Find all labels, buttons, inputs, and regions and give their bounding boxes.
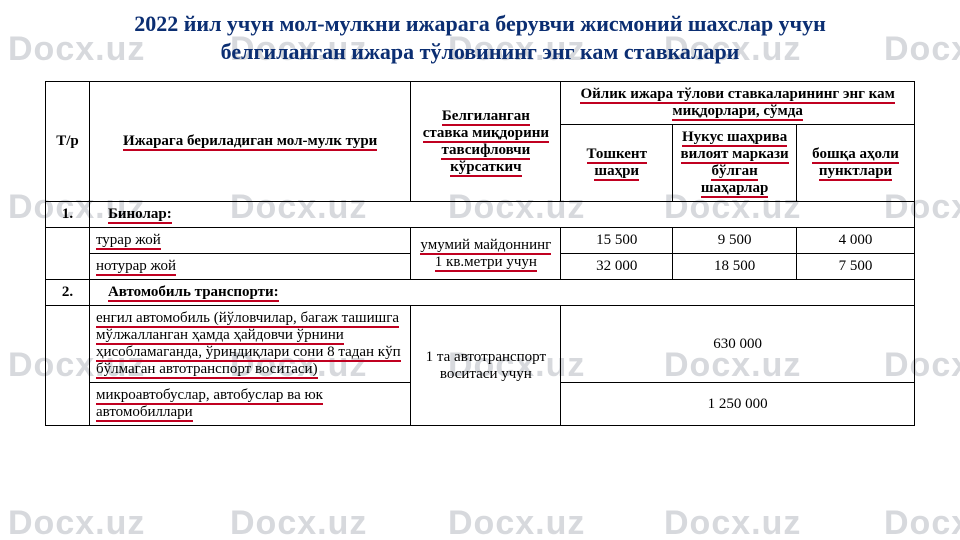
th-tp: Т/р (46, 82, 90, 202)
rates-table: Т/р Ижарага бериладиган мол-мулк тури Бе… (45, 81, 915, 426)
page-title: 2022 йил учун мол-мулкни ижарага берувчи… (0, 0, 960, 69)
section-2-label: Автомобиль транспорти: (108, 284, 279, 302)
th-tashkent: Тошкент шаҳри (561, 125, 673, 202)
th-rates-text: Ойлик ижара тўлови ставкаларининг энг ка… (580, 86, 894, 121)
cell-value: 1 250 000 (561, 383, 915, 426)
section-row: 2. Автомобиль транспорти: (46, 280, 915, 306)
title-line-2: белгиланган ижара тўловининг энг кам ста… (221, 39, 740, 64)
cell-value: 630 000 (561, 306, 915, 383)
section-1-num: 1. (62, 206, 73, 222)
th-tp-text: Т/р (56, 133, 79, 149)
cell-value: 15 500 (561, 228, 673, 254)
watermark: Docx.uz (448, 504, 585, 540)
section-1-label: Бинолар: (108, 206, 172, 224)
watermark: Docx.uz (8, 504, 145, 540)
table-row: енгил автомобиль (йўловчилар, багаж таши… (46, 306, 915, 383)
table-row: турар жой умумий майдоннинг 1 кв.метри у… (46, 228, 915, 254)
row-name: енгил автомобиль (йўловчилар, багаж таши… (96, 310, 401, 379)
cell-value: 4 000 (797, 228, 915, 254)
th-nukus-text: Нукус шаҳрива вилоят маркази бўлган шаҳа… (681, 129, 789, 198)
title-line-1: 2022 йил учун мол-мулкни ижарага берувчи… (134, 11, 826, 36)
th-rates: Ойлик ижара тўлови ставкаларининг энг ка… (561, 82, 915, 125)
th-tashkent-text: Тошкент шаҳри (587, 146, 647, 181)
cell-value: 9 500 (673, 228, 797, 254)
row-name: турар жой (96, 232, 161, 250)
cell-value: 18 500 (673, 254, 797, 280)
th-other: бошқа аҳоли пунктлари (797, 125, 915, 202)
th-nukus: Нукус шаҳрива вилоят маркази бўлган шаҳа… (673, 125, 797, 202)
th-type-text: Ижарага бериладиган мол-мулк тури (123, 133, 377, 151)
th-indicator: Белгиланган ставка миқдорини тавсифловчи… (411, 82, 561, 202)
section-row: 1. Бинолар: (46, 202, 915, 228)
th-type: Ижарага бериладиган мол-мулк тури (89, 82, 410, 202)
cell-value: 7 500 (797, 254, 915, 280)
buildings-indicator: умумий майдоннинг 1 кв.метри учун (420, 237, 551, 272)
auto-indicator: 1 та автотранспорт воситаси учун (426, 349, 546, 382)
row-name: нотурар жой (96, 258, 176, 276)
watermark: Docx.uz (884, 504, 960, 540)
watermark: Docx.uz (664, 504, 801, 540)
watermark: Docx.uz (230, 504, 367, 540)
row-name: микроавтобуслар, автобуслар ва юк автомо… (96, 387, 323, 422)
th-other-text: бошқа аҳоли пунктлари (812, 146, 899, 181)
section-2-num: 2. (62, 284, 73, 300)
cell-value: 32 000 (561, 254, 673, 280)
th-indicator-text: Белгиланган ставка миқдорини тавсифловчи… (423, 108, 549, 177)
